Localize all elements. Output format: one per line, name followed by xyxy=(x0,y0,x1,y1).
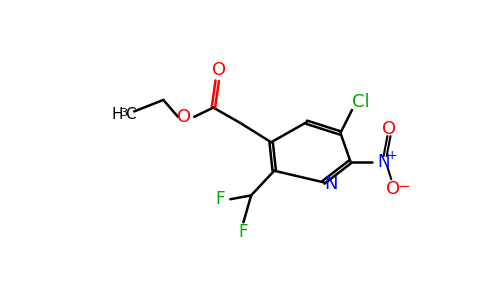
Text: +: + xyxy=(387,149,397,162)
Text: O: O xyxy=(382,120,396,138)
Text: F: F xyxy=(239,223,248,241)
Text: H: H xyxy=(111,107,123,122)
Text: −: − xyxy=(397,178,410,194)
Text: O: O xyxy=(212,61,227,79)
Text: N: N xyxy=(324,175,338,193)
Text: 3: 3 xyxy=(121,108,128,118)
Text: O: O xyxy=(386,180,400,198)
Text: O: O xyxy=(177,108,191,126)
Text: Cl: Cl xyxy=(352,93,370,111)
Text: C: C xyxy=(125,107,136,122)
Text: F: F xyxy=(215,190,225,208)
Text: N: N xyxy=(378,152,390,170)
